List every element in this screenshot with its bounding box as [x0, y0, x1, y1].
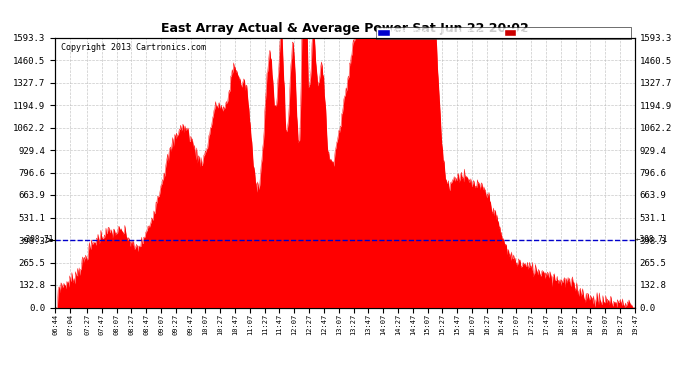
Text: →398.71: →398.71 [22, 236, 55, 244]
Title: East Array Actual & Average Power Sat Jun 22 20:02: East Array Actual & Average Power Sat Ju… [161, 22, 529, 35]
Text: Copyright 2013 Cartronics.com: Copyright 2013 Cartronics.com [61, 43, 206, 52]
Text: ←398.71: ←398.71 [635, 236, 668, 244]
Legend: Average  (DC Watts), East Array  (DC Watts): Average (DC Watts), East Array (DC Watts… [375, 27, 631, 39]
